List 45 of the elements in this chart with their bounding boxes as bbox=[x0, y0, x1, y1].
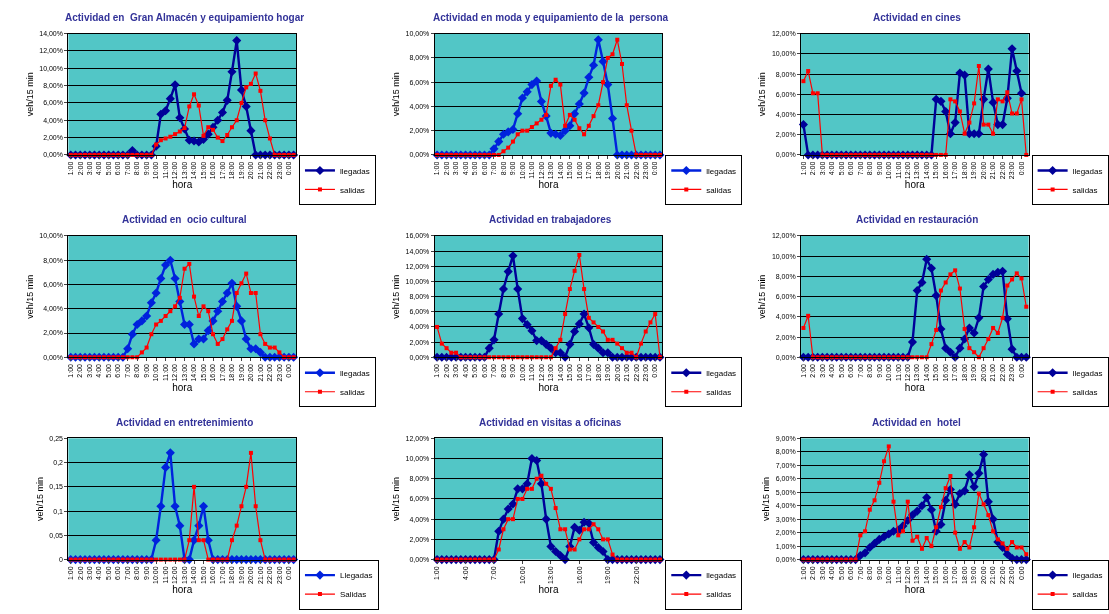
x-axis-title: hora bbox=[904, 381, 926, 393]
chart-title: Actividad en hotel bbox=[872, 417, 962, 428]
legend-label: Llegadas bbox=[339, 571, 373, 581]
chart-title: Actividad en moda y equipamiento de la persona bbox=[433, 12, 669, 23]
legend-label: salidas bbox=[706, 590, 732, 600]
y-axis-title: veh/15 min bbox=[757, 274, 768, 319]
chart-title: Actividad en restauración bbox=[856, 214, 979, 225]
y-axis-title: veh/15 min bbox=[24, 274, 35, 319]
y-axis-title: veh/15 min bbox=[761, 476, 772, 521]
x-axis-title: hora bbox=[172, 583, 193, 595]
legend-label: llegadas bbox=[1072, 571, 1103, 581]
legend-label: llegadas bbox=[706, 571, 737, 581]
chart-title: Actividad en Gran Almacén y equipamiento hogar bbox=[65, 12, 305, 23]
chart-title: Actividad en trabajadores bbox=[489, 214, 612, 225]
x-axis-title: hora bbox=[904, 583, 926, 595]
legend-label: llegadas bbox=[706, 166, 737, 176]
chart-title: Actividad en entretenimiento bbox=[116, 417, 254, 428]
chart-title: Actividad en visitas a oficinas bbox=[479, 417, 622, 428]
y-axis-title: veh/15 min bbox=[34, 476, 45, 521]
legend-label: llegadas bbox=[706, 368, 737, 378]
legend-label: salidas bbox=[339, 185, 365, 195]
x-axis-title: hora bbox=[172, 179, 193, 191]
y-axis-title: veh/15 min bbox=[390, 274, 401, 319]
y-axis-title: veh/15 min bbox=[757, 72, 768, 117]
x-axis-title: hora bbox=[538, 179, 559, 191]
legend-label: llegadas bbox=[339, 368, 370, 378]
legend-label: salidas bbox=[1072, 387, 1098, 397]
x-axis-title: hora bbox=[904, 179, 926, 191]
chart-title: Actividad en cines bbox=[873, 12, 962, 23]
legend-label: Salidas bbox=[339, 590, 367, 600]
x-axis-title: hora bbox=[538, 381, 559, 393]
x-axis-title: hora bbox=[538, 583, 559, 595]
legend-label: salidas bbox=[1072, 590, 1098, 600]
y-axis-title: veh/15 min bbox=[390, 72, 401, 117]
legend-label: salidas bbox=[1072, 185, 1098, 195]
y-axis-title: veh/15 min bbox=[24, 72, 35, 117]
legend-label: llegadas bbox=[1072, 368, 1103, 378]
legend-label: salidas bbox=[706, 185, 732, 195]
legend-label: llegadas bbox=[339, 166, 370, 176]
x-axis-title: hora bbox=[172, 381, 193, 393]
legend-label: llegadas bbox=[1072, 166, 1103, 176]
legend-label: salidas bbox=[706, 387, 732, 397]
legend-label: salidas bbox=[339, 387, 365, 397]
y-axis-title: veh/15 min bbox=[390, 476, 401, 521]
chart-title: Actividad en ocio cultural bbox=[122, 214, 247, 225]
